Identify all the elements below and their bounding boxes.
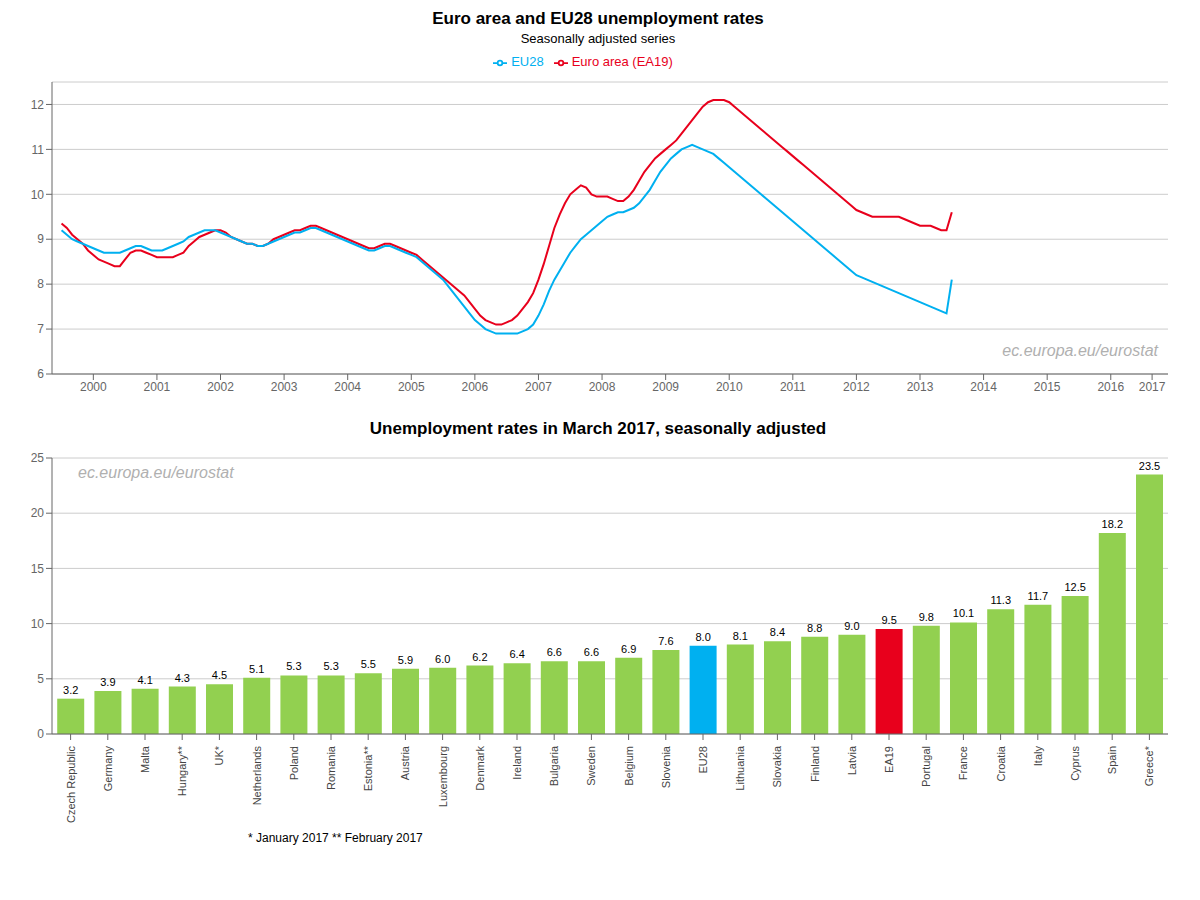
svg-text:23.5: 23.5 [1139, 460, 1160, 472]
svg-text:2013: 2013 [907, 380, 934, 394]
svg-text:10: 10 [31, 617, 45, 631]
svg-text:8.0: 8.0 [695, 631, 710, 643]
svg-text:18.2: 18.2 [1102, 518, 1123, 530]
svg-text:0: 0 [37, 727, 44, 741]
svg-text:11.7: 11.7 [1028, 590, 1049, 602]
svg-text:Croatia: Croatia [995, 745, 1007, 781]
svg-text:Denmark: Denmark [474, 746, 486, 791]
svg-text:5.3: 5.3 [286, 660, 301, 672]
svg-text:11.3: 11.3 [990, 594, 1011, 606]
svg-text:Lithuania: Lithuania [734, 745, 746, 791]
svg-text:7.6: 7.6 [658, 635, 673, 647]
svg-text:6.0: 6.0 [435, 653, 450, 665]
svg-text:6.6: 6.6 [547, 646, 562, 658]
svg-text:8.8: 8.8 [807, 622, 822, 634]
svg-text:Ireland: Ireland [511, 746, 523, 780]
svg-text:2015: 2015 [1034, 380, 1061, 394]
svg-text:2004: 2004 [334, 380, 361, 394]
html-text:EU28: EU28 [511, 54, 544, 69]
svg-text:10.1: 10.1 [953, 607, 974, 619]
svg-text:25: 25 [31, 451, 45, 465]
svg-text:9.8: 9.8 [919, 611, 934, 623]
svg-text:2012: 2012 [843, 380, 870, 394]
svg-text:Cyprus: Cyprus [1069, 746, 1081, 781]
svg-text:2008: 2008 [589, 380, 616, 394]
html-text:Unemployment rates in March 20: Unemployment rates in March 2017, season… [369, 419, 827, 438]
svg-text:8: 8 [37, 277, 44, 291]
svg-text:Finland: Finland [809, 746, 821, 782]
svg-text:Greece*: Greece* [1143, 745, 1155, 786]
svg-text:4.5: 4.5 [212, 669, 227, 681]
svg-text:5.3: 5.3 [323, 660, 338, 672]
svg-text:2014: 2014 [970, 380, 997, 394]
svg-text:6.9: 6.9 [621, 643, 636, 655]
svg-text:2011: 2011 [780, 380, 806, 394]
svg-text:5: 5 [37, 672, 44, 686]
svg-text:6.4: 6.4 [509, 648, 524, 660]
svg-text:6.6: 6.6 [584, 646, 599, 658]
html-text:Euro area (EA19): Euro area (EA19) [571, 54, 673, 69]
svg-text:2017: 2017 [1139, 380, 1166, 394]
svg-text:Spain: Spain [1106, 746, 1118, 774]
svg-text:4.3: 4.3 [175, 672, 190, 684]
svg-text:12: 12 [31, 98, 45, 112]
svg-text:2016: 2016 [1097, 380, 1124, 394]
svg-text:8.4: 8.4 [770, 626, 785, 638]
svg-text:Germany: Germany [102, 746, 114, 792]
svg-text:Luxembourg: Luxembourg [437, 746, 449, 807]
svg-text:EA19: EA19 [883, 746, 895, 773]
svg-text:Slovakia: Slovakia [771, 745, 783, 787]
svg-text:Portugal: Portugal [920, 746, 932, 787]
html-text:ec.europa.eu/eurostat: ec.europa.eu/eurostat [1002, 342, 1158, 359]
svg-text:Austria: Austria [399, 745, 411, 780]
svg-text:Czech Republic: Czech Republic [65, 746, 77, 824]
svg-text:Poland: Poland [288, 746, 300, 780]
svg-text:Malta: Malta [139, 745, 151, 773]
svg-text:9.5: 9.5 [881, 614, 896, 626]
html-text:* January 2017 ** February 201: * January 2017 ** February 2017 [248, 831, 423, 845]
svg-text:2000: 2000 [80, 380, 107, 394]
svg-text:Belgium: Belgium [623, 746, 635, 786]
svg-text:15: 15 [31, 562, 45, 576]
html-text:Seasonally adjusted series: Seasonally adjusted series [520, 31, 676, 46]
svg-text:7: 7 [37, 322, 44, 336]
svg-text:2005: 2005 [398, 380, 425, 394]
svg-text:2003: 2003 [271, 380, 298, 394]
svg-text:2010: 2010 [716, 380, 743, 394]
svg-text:France: France [957, 746, 969, 780]
svg-text:2002: 2002 [207, 380, 234, 394]
svg-text:Bulgaria: Bulgaria [548, 745, 560, 786]
svg-text:3.9: 3.9 [100, 676, 115, 688]
svg-text:3.2: 3.2 [63, 684, 78, 696]
svg-text:5.9: 5.9 [398, 654, 413, 666]
svg-text:Romania: Romania [325, 745, 337, 790]
svg-text:6: 6 [37, 367, 44, 381]
svg-text:Slovenia: Slovenia [660, 745, 672, 788]
svg-text:9.0: 9.0 [844, 620, 859, 632]
svg-text:2001: 2001 [144, 380, 171, 394]
svg-text:2009: 2009 [652, 380, 679, 394]
svg-text:10: 10 [31, 188, 45, 202]
svg-text:2007: 2007 [525, 380, 552, 394]
svg-text:9: 9 [37, 232, 44, 246]
html-text:Euro area and EU28 unemploymen: Euro area and EU28 unemployment rates [432, 9, 764, 28]
svg-text:EU28: EU28 [697, 746, 709, 774]
svg-text:20: 20 [31, 506, 45, 520]
svg-text:Italy: Italy [1032, 746, 1044, 767]
svg-text:UK*: UK* [213, 745, 225, 765]
svg-text:5.5: 5.5 [361, 658, 376, 670]
svg-text:12.5: 12.5 [1064, 581, 1085, 593]
svg-text:Hungary**: Hungary** [176, 745, 188, 796]
svg-text:4.1: 4.1 [137, 674, 152, 686]
svg-text:5.1: 5.1 [249, 663, 264, 675]
svg-text:2006: 2006 [462, 380, 489, 394]
svg-text:6.2: 6.2 [472, 651, 487, 663]
svg-text:Latvia: Latvia [846, 745, 858, 775]
svg-text:Netherlands: Netherlands [251, 746, 263, 806]
svg-text:Estonia**: Estonia** [362, 745, 374, 791]
svg-text:11: 11 [32, 143, 45, 157]
svg-text:Sweden: Sweden [585, 746, 597, 786]
svg-text:8.1: 8.1 [733, 630, 748, 642]
html-text:ec.europa.eu/eurostat: ec.europa.eu/eurostat [78, 464, 234, 481]
